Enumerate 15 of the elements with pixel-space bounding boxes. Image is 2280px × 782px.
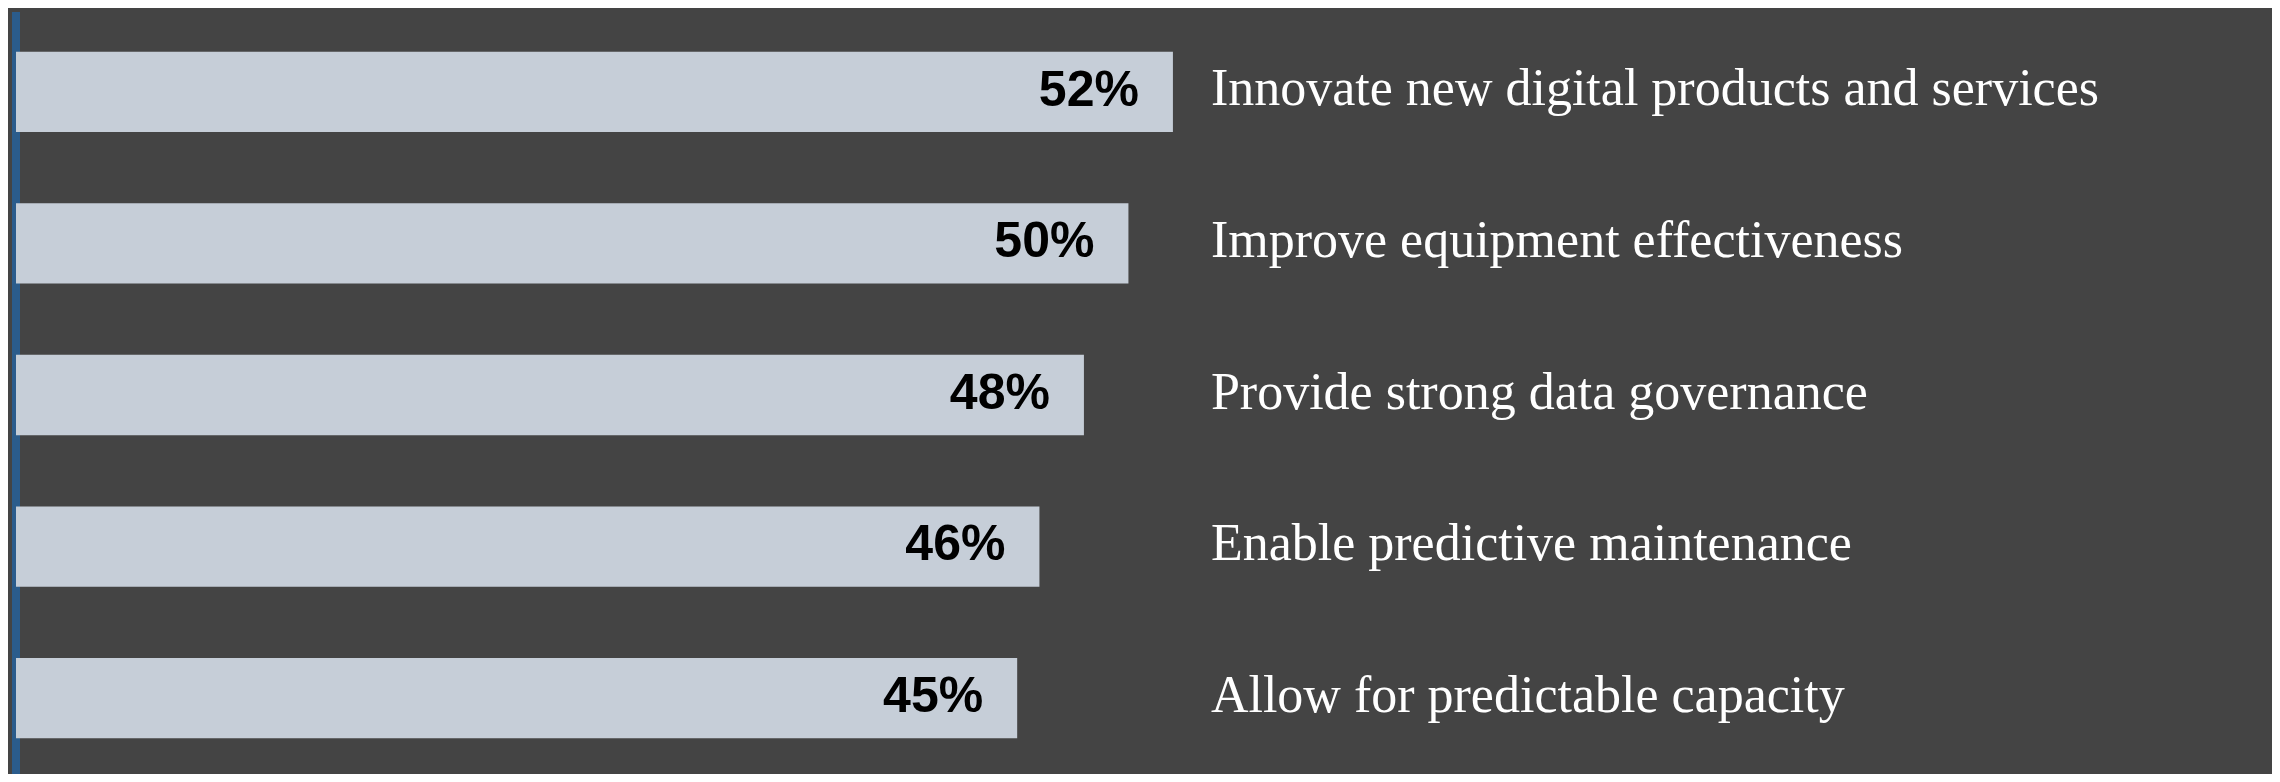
data-label: 46% bbox=[905, 515, 1006, 572]
data-label: 48% bbox=[949, 363, 1050, 420]
data-label: 50% bbox=[994, 212, 1095, 269]
bar bbox=[16, 354, 1084, 436]
bar bbox=[16, 658, 1018, 739]
bar bbox=[16, 51, 1173, 132]
y-tick-label: Allow for predictable capacity bbox=[1210, 665, 1845, 723]
y-tick-label: Innovate new digital products and services bbox=[1210, 59, 2099, 117]
data-label: 45% bbox=[883, 666, 984, 723]
data-label: 52% bbox=[1038, 60, 1139, 117]
y-tick-label: Improve equipment effectiveness bbox=[1210, 211, 1904, 269]
bar bbox=[16, 203, 1129, 284]
y-tick-label: Provide strong data governance bbox=[1210, 362, 1868, 420]
y-tick-label: Enable predictive maintenance bbox=[1210, 514, 1852, 572]
bar bbox=[16, 506, 1040, 587]
